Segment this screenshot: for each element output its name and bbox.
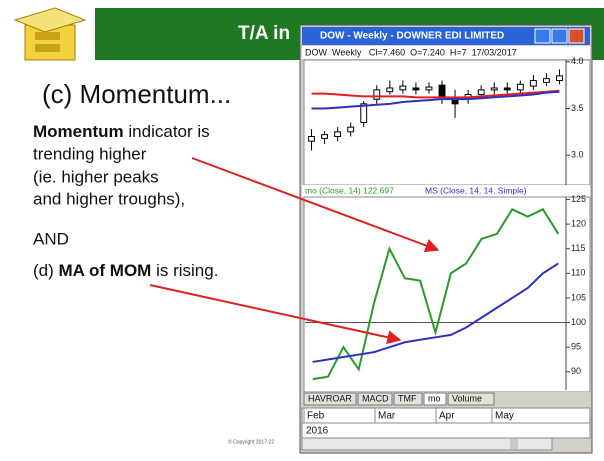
- candle-body: [322, 135, 328, 139]
- and: AND: [33, 229, 69, 248]
- point-1-line: and higher troughs),: [33, 189, 185, 208]
- y-tick-label: 95: [571, 342, 581, 352]
- candle-body: [491, 88, 497, 90]
- y-tick-label: 90: [571, 366, 581, 376]
- candle-body: [309, 136, 315, 141]
- y-tick-label: 110: [571, 268, 585, 278]
- legend-entry: mo (Close, 14) 122.697: [305, 185, 394, 195]
- text: is rising.: [151, 261, 218, 280]
- tab-label[interactable]: TMF: [398, 393, 417, 403]
- candle-body: [413, 88, 419, 90]
- window-title: DOW - Weekly - DOWNER EDI LIMITED: [320, 31, 504, 42]
- text: indicator is: [124, 122, 210, 141]
- text: (d): [33, 261, 59, 280]
- tab-label[interactable]: MACD: [362, 393, 389, 403]
- candle-body: [348, 127, 354, 132]
- info-bar: DOW Weekly Cl=7.460 O=7.240 H=7 17/03/20…: [305, 47, 517, 57]
- point-1-line: trending higher: [33, 144, 147, 163]
- month-label: May: [495, 411, 514, 422]
- candle-body: [543, 79, 549, 83]
- close-button[interactable]: [569, 29, 584, 43]
- bold-text: Momentum: [33, 122, 124, 141]
- candle-body: [530, 81, 536, 87]
- copyright: © Copyright 2017-22: [228, 438, 274, 445]
- candle-body: [335, 132, 341, 137]
- month-label: Feb: [307, 411, 325, 422]
- candle-body: [439, 85, 445, 97]
- y-tick-label: 105: [571, 292, 586, 302]
- chart-window: DOW - Weekly - DOWNER EDI LIMITED DOW We…: [300, 25, 592, 453]
- tab-label[interactable]: Volume: [452, 393, 482, 403]
- y-tick-label: 115: [571, 243, 585, 253]
- tab-label[interactable]: mo: [428, 393, 441, 403]
- point-2: (d) MA of MOM is rising.: [33, 261, 218, 280]
- candle-body: [504, 88, 510, 90]
- point-1-line: (ie. higher peaks: [33, 167, 159, 186]
- candle-body: [400, 86, 406, 90]
- point-1: Momentum indicator is: [33, 122, 210, 141]
- minimize-button[interactable]: [535, 29, 550, 43]
- candle-body: [478, 90, 484, 95]
- y-tick-label: 4.0: [571, 56, 584, 66]
- scroll-thumb[interactable]: [510, 439, 518, 449]
- y-tick-label: 100: [571, 317, 586, 327]
- heading: (c) Momentum...: [42, 79, 231, 109]
- candle-body: [557, 76, 563, 81]
- y-tick-label: 3.5: [571, 103, 584, 113]
- slide-title: T/A in: [238, 23, 290, 44]
- tab-label[interactable]: HAVROAR: [308, 393, 352, 403]
- legend-entry: MS (Close, 14, 14, Simple): [425, 185, 527, 195]
- y-tick-label: 120: [571, 218, 586, 228]
- maximize-button[interactable]: [552, 29, 567, 43]
- bold-text: MA of MOM: [59, 261, 152, 280]
- candle-body: [374, 90, 380, 99]
- month-label: Apr: [439, 411, 455, 422]
- y-tick-label: 3.0: [571, 150, 584, 160]
- month-label: Mar: [378, 411, 396, 422]
- candle-body: [426, 87, 432, 90]
- year-label: 2016: [306, 426, 329, 437]
- y-tick-label: 125: [571, 194, 586, 204]
- slide: T/A in (c) Momentum... Momentum indicato…: [0, 0, 604, 456]
- candle-body: [517, 84, 523, 90]
- candle-body: [387, 88, 393, 92]
